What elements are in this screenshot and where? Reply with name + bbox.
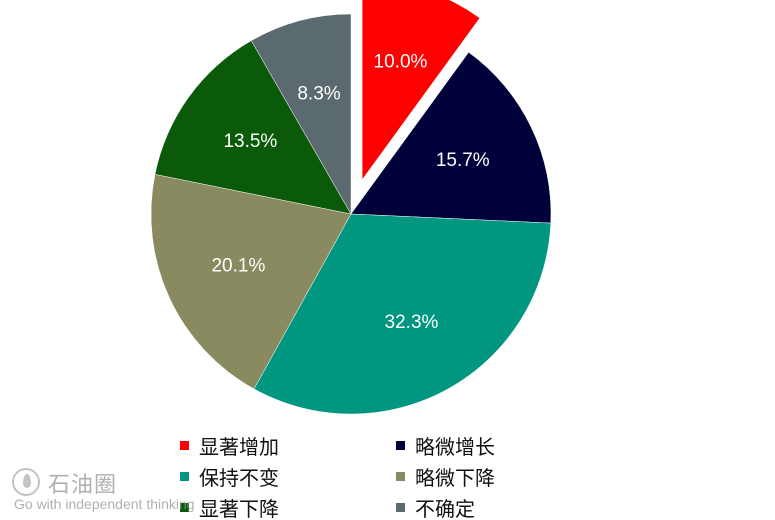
pie-slice-5 (154, 40, 352, 215)
pie-slice-2 (350, 51, 552, 224)
legend: 显著增加 略微增长保持不变 略微下降显著下降 不确定 (180, 430, 600, 520)
legend-label-1: 显著增加 (199, 435, 279, 459)
legend-label-6: 不确定 (415, 497, 475, 520)
legend-label-2: 略微增长 (415, 435, 495, 459)
pie-slice-label-2: 15.7% (436, 150, 490, 171)
legend-swatch-1 (180, 441, 189, 450)
watermark-name: 石油圈 (48, 473, 118, 498)
pie-slices (150, 0, 552, 415)
legend-item-4: 略微下降 (396, 461, 596, 492)
pie-slice-label-4: 20.1% (211, 255, 265, 276)
watermark-slogan: Go with independent thinking (14, 496, 195, 512)
watermark: 石油圈 Go with independent thinking (8, 466, 228, 518)
legend-item-6: 不确定 (396, 492, 596, 520)
legend-item-3: 保持不变 (180, 461, 396, 492)
legend-item-5: 显著下降 (180, 492, 396, 520)
legend-swatch-5 (180, 503, 189, 512)
oil-drop-icon (12, 468, 40, 496)
legend-label-5: 显著下降 (199, 497, 279, 520)
pie-slice-4 (150, 174, 352, 390)
pie-slice-6 (250, 13, 352, 215)
pie-slice-label-3: 32.3% (385, 312, 439, 333)
legend-label-4: 略微下降 (415, 466, 495, 490)
legend-label-3: 保持不变 (199, 466, 279, 490)
legend-swatch-2 (396, 441, 405, 450)
legend-item-1: 显著增加 (180, 430, 396, 461)
pie-slice-1 (361, 0, 481, 181)
pie-labels: 10.0% 15.7% 32.3% 20.1% 13.5% 8.3% (211, 51, 489, 332)
legend-swatch-3 (180, 472, 189, 481)
pie-slice-label-5: 13.5% (223, 131, 277, 152)
pie-slice-label-1: 10.0% (374, 51, 428, 72)
pie-slice-3 (253, 213, 552, 415)
legend-item-2: 略微增长 (396, 430, 596, 461)
legend-swatch-4 (396, 472, 405, 481)
legend-swatch-6 (396, 503, 405, 512)
pie-slice-label-6: 8.3% (297, 84, 340, 105)
